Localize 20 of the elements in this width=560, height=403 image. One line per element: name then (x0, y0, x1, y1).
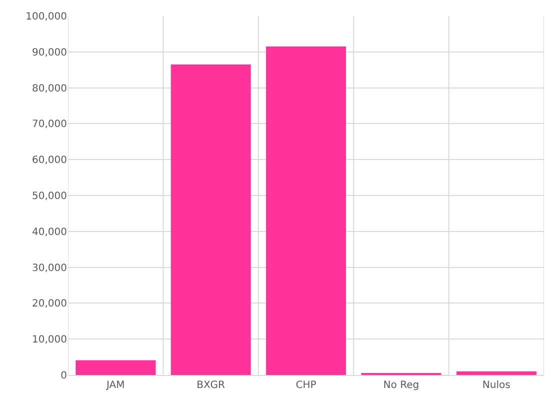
y-tick-label: 0 (60, 370, 67, 382)
x-tick-label: JAM (105, 380, 125, 391)
y-tick-label: 60,000 (32, 155, 67, 166)
x-tick-label: BXGR (196, 380, 226, 391)
bar (76, 360, 156, 375)
y-tick-label: 70,000 (32, 119, 67, 130)
y-tick-label: 40,000 (32, 226, 67, 238)
y-tick-label: 80,000 (32, 83, 67, 94)
x-tick-label: Nulos (482, 380, 510, 391)
y-tick-label: 20,000 (32, 298, 67, 310)
x-tick-label: CHP (296, 380, 316, 391)
y-tick-label: 10,000 (32, 334, 67, 346)
bar (170, 64, 251, 375)
y-tick-label: 30,000 (32, 262, 67, 274)
x-tick-label: No Reg (383, 380, 420, 391)
bar (456, 371, 536, 375)
y-tick-label: 90,000 (32, 47, 67, 58)
y-tick-label: 100,000 (26, 12, 67, 22)
bar (266, 46, 346, 375)
y-tick-label: 50,000 (32, 191, 67, 202)
